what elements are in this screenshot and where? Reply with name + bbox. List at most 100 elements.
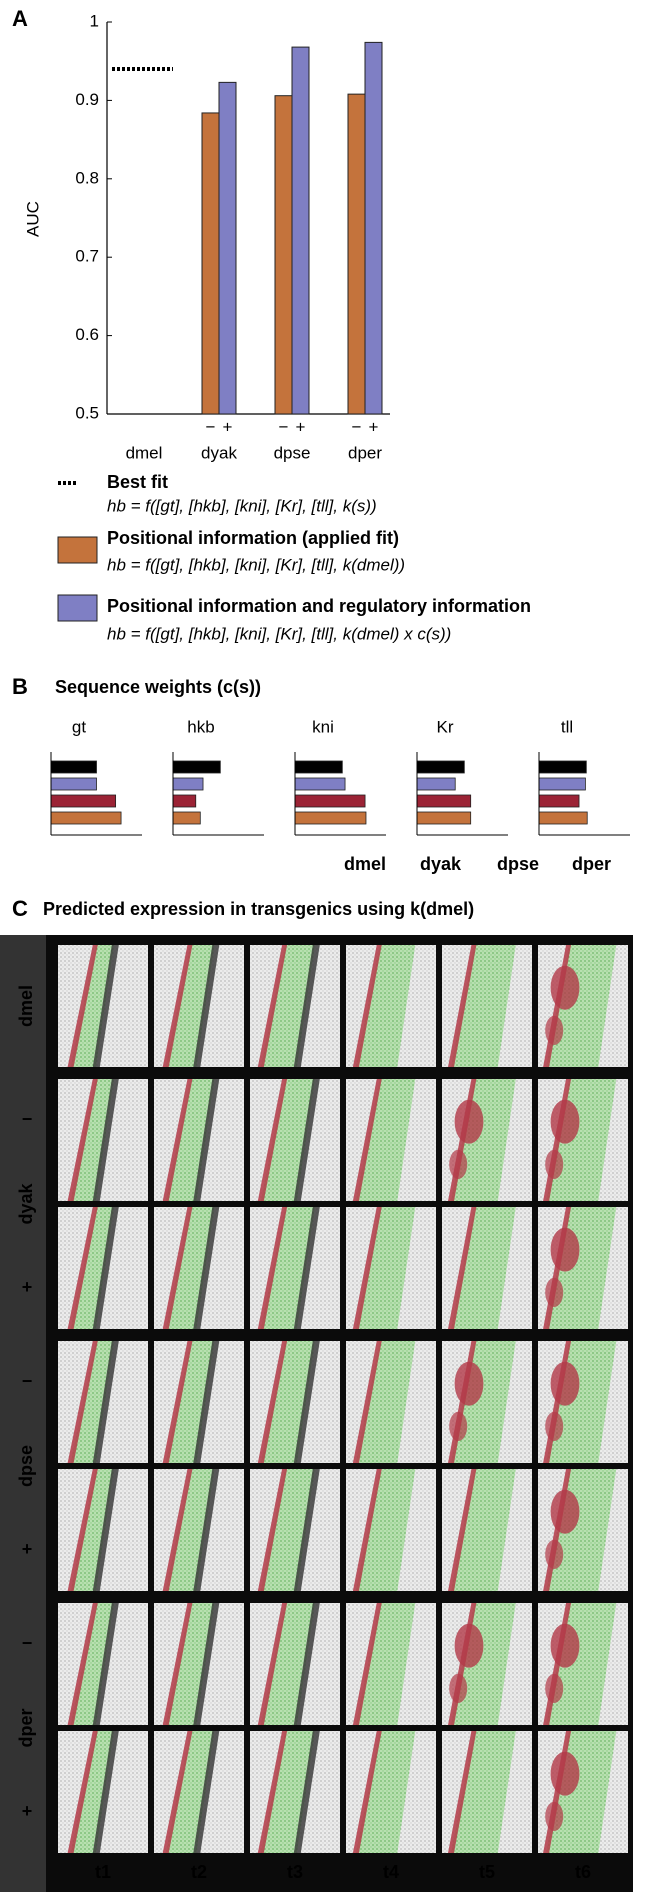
expression-edge: [352, 1469, 382, 1591]
y-tick-label: 0.7: [75, 247, 99, 266]
expression-map: [442, 945, 532, 1067]
expression-edge: [293, 1079, 320, 1201]
expression-blob: [545, 1539, 564, 1570]
expression-blob: [449, 1149, 468, 1180]
column-label: t6: [575, 1862, 591, 1882]
legend-label: dyak: [420, 854, 462, 874]
expression-band: [70, 945, 114, 1067]
bar: [416, 811, 472, 825]
expression-blob: [550, 1489, 580, 1534]
expression-map: [250, 1469, 340, 1591]
expression-edge: [92, 1603, 119, 1725]
y-tick-label: 1: [90, 11, 99, 30]
expression-edge: [352, 945, 382, 1067]
expression-band: [70, 1603, 114, 1725]
row-sign: +: [22, 1539, 33, 1559]
expression-map: [346, 1341, 436, 1463]
expression-edge: [67, 1341, 98, 1463]
expression-blob: [550, 965, 580, 1010]
expression-map: [250, 945, 340, 1067]
expression-edge: [448, 1207, 477, 1329]
expression-map: [250, 1079, 340, 1201]
y-tick-label: 0.8: [75, 168, 99, 187]
expression-map: [538, 945, 628, 1067]
expression-band: [355, 1079, 416, 1201]
expression-map: [538, 1079, 628, 1201]
bar: [364, 41, 383, 415]
expression-edge: [257, 1341, 288, 1463]
legend-label: dmel: [344, 854, 386, 874]
expression-map: [538, 1341, 628, 1463]
x-tick-label: dpse: [274, 443, 311, 462]
expression-band: [165, 1469, 215, 1591]
expression-map: [154, 1341, 244, 1463]
expression-map: [442, 1469, 532, 1591]
row-sign: +: [22, 1277, 33, 1297]
expression-blob: [545, 1277, 564, 1308]
bar: [172, 760, 221, 774]
expression-band: [451, 1079, 516, 1201]
expression-edge: [293, 1207, 320, 1329]
bar: [50, 777, 97, 791]
chart-title: Sequence weights (c(s)): [55, 677, 261, 697]
expression-map: [154, 1207, 244, 1329]
expression-band: [165, 1731, 215, 1853]
series-label: +: [223, 417, 233, 436]
bar: [538, 777, 586, 791]
expression-edge: [193, 945, 220, 1067]
expression-edge: [67, 1207, 98, 1329]
series-label: +: [296, 417, 306, 436]
bar: [347, 93, 366, 415]
expression-edge: [162, 1341, 193, 1463]
series-label: −: [352, 417, 362, 436]
row-sign: +: [22, 1801, 33, 1821]
expression-edge: [92, 1731, 119, 1853]
expression-band: [355, 1469, 416, 1591]
expression-edge: [162, 1603, 193, 1725]
bar: [294, 777, 346, 791]
expression-blob: [454, 1099, 484, 1144]
expression-blob: [545, 1149, 564, 1180]
expression-blob: [545, 1801, 564, 1832]
expression-edge: [352, 1603, 382, 1725]
expression-edge: [67, 1603, 98, 1725]
expression-blob: [545, 1411, 564, 1442]
expression-band: [355, 945, 416, 1067]
expression-map: [250, 1603, 340, 1725]
expression-map: [58, 945, 148, 1067]
expression-edge: [193, 1079, 220, 1201]
expression-edge: [162, 1079, 193, 1201]
bar: [294, 794, 366, 808]
legend-label: dper: [572, 854, 611, 874]
legend-swatch: [57, 594, 98, 622]
expression-edge: [162, 1469, 193, 1591]
expression-edge: [92, 1079, 119, 1201]
expression-edge: [92, 1469, 119, 1591]
expression-blob: [454, 1623, 484, 1668]
bar: [50, 760, 97, 774]
expression-map: [58, 1341, 148, 1463]
series-label: −: [279, 417, 289, 436]
legend-formula: hb = f([gt], [hkb], [kni], [Kr], [tll], …: [107, 496, 377, 515]
y-tick-label: 0.9: [75, 90, 99, 109]
expression-edge: [92, 945, 119, 1067]
expression-map: [58, 1079, 148, 1201]
legend-label: Best fit: [107, 472, 168, 492]
bar: [274, 95, 293, 415]
expression-edge: [352, 1079, 382, 1201]
expression-edge: [257, 1079, 288, 1201]
expression-map: [346, 1731, 436, 1853]
column-label: t3: [287, 1862, 303, 1882]
expression-band: [451, 1341, 516, 1463]
expression-map: [346, 945, 436, 1067]
expression-map: [58, 1469, 148, 1591]
expression-blob: [449, 1411, 468, 1442]
expression-map: [538, 1469, 628, 1591]
expression-band: [355, 1603, 416, 1725]
expression-map: [154, 945, 244, 1067]
expression-edge: [257, 1469, 288, 1591]
row-sign: −: [22, 1109, 33, 1129]
expression-edge: [293, 945, 320, 1067]
group-label: Kr: [437, 717, 454, 736]
